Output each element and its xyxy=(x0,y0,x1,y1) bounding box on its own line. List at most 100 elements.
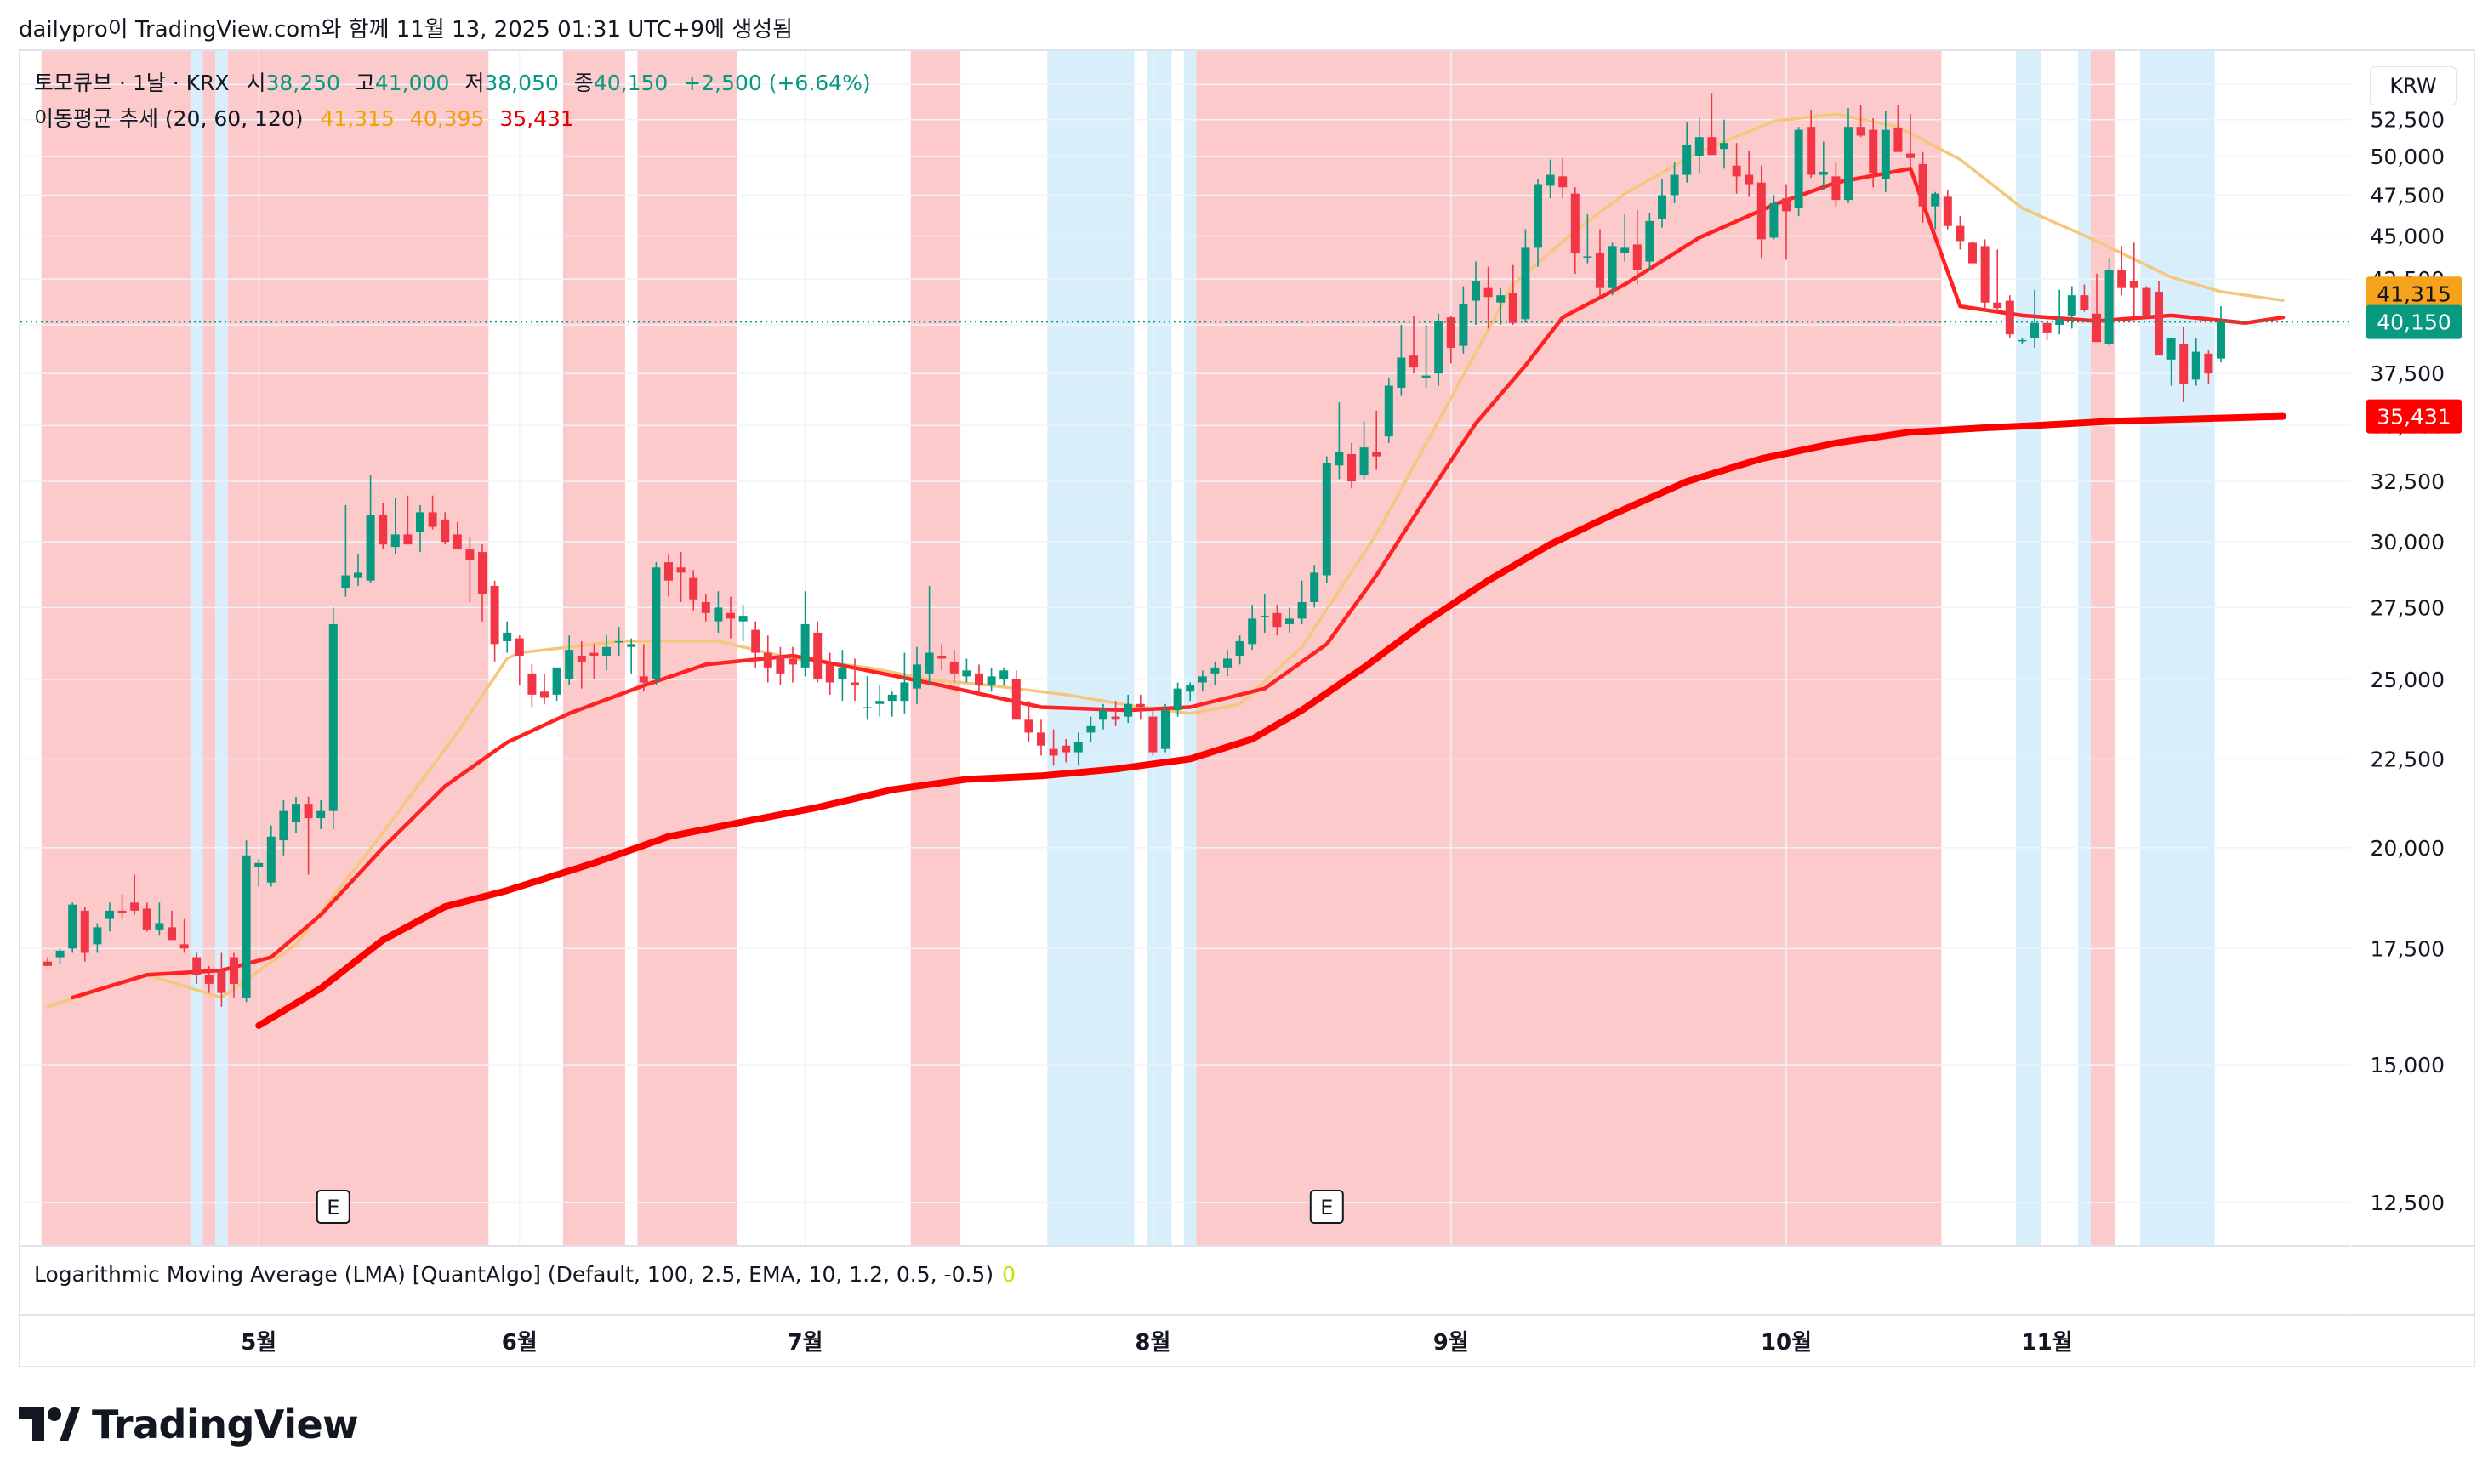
header-caption: dailypro이 TradingView.com와 함께 11월 13, 20… xyxy=(19,17,794,43)
x-tick-label: 8월 xyxy=(1135,1330,1170,1356)
y-tick-label: 12,500 xyxy=(2371,1191,2445,1215)
y-tick-label: 32,500 xyxy=(2371,469,2445,494)
candle-body xyxy=(2217,321,2225,359)
symbol-title[interactable]: 토모큐브 · 1날 · KRX xyxy=(34,71,230,95)
y-tick-label: 37,500 xyxy=(2371,361,2445,386)
candle-body xyxy=(105,910,114,919)
candle-body xyxy=(763,652,772,668)
candle-body xyxy=(2018,339,2027,342)
y-tick-label: 15,000 xyxy=(2371,1053,2445,1077)
candle-body xyxy=(428,512,437,527)
candle-body xyxy=(2142,287,2151,318)
bg-band-blue xyxy=(1047,51,1135,1246)
candle-body xyxy=(2092,313,2101,343)
candle-body xyxy=(1173,688,1182,711)
candle-body xyxy=(1235,640,1244,656)
candle-body xyxy=(602,646,611,656)
ma20-price-tag-bg xyxy=(2366,276,2462,311)
candle-body xyxy=(1111,716,1120,720)
candle-body xyxy=(453,534,462,550)
candle-body xyxy=(1086,725,1096,733)
candle-body xyxy=(1558,176,1568,188)
currency-button[interactable]: KRW xyxy=(2370,66,2457,105)
candle-body xyxy=(1248,618,1257,645)
candle-body xyxy=(1968,242,1977,264)
candle-body xyxy=(1384,385,1393,437)
candle-body xyxy=(242,855,251,998)
candle-body xyxy=(664,562,673,581)
tradingview-logo[interactable]: TradingView xyxy=(19,1399,359,1450)
candle-body xyxy=(328,623,338,811)
candle-body xyxy=(80,910,89,953)
candle-body xyxy=(254,862,264,867)
bg-band-red xyxy=(227,51,489,1246)
price-chart[interactable]: E E 12,500 15,000 17,500 20,000 22,500 25,000 27… xyxy=(20,51,2474,1366)
candle-body xyxy=(1472,281,1480,301)
candle-body xyxy=(379,515,388,545)
candle-body xyxy=(179,944,189,949)
ma-legend-label[interactable]: 이동평균 추세 (20, 60, 120) xyxy=(34,106,304,131)
candle-body xyxy=(1223,658,1232,668)
candle-body xyxy=(614,640,623,643)
candle-body xyxy=(2166,338,2176,360)
candle-body xyxy=(465,549,475,560)
candle-body xyxy=(1769,202,1779,238)
candle-body xyxy=(341,575,350,589)
candle-body xyxy=(1943,196,1952,226)
candle-body xyxy=(589,652,599,656)
candle-body xyxy=(441,519,450,543)
candle-body xyxy=(168,927,176,941)
last-price-tag-bg xyxy=(2366,304,2462,339)
candle-body xyxy=(1260,616,1269,617)
low-value: 38,050 xyxy=(484,71,559,95)
bg-band-blue xyxy=(2016,51,2041,1246)
candle-body xyxy=(726,612,735,619)
candle-body xyxy=(937,655,947,659)
x-tick-label: 9월 xyxy=(1433,1330,1469,1356)
y-tick-label: 30,000 xyxy=(2371,530,2445,554)
candle-body xyxy=(1335,452,1344,466)
y-tick-label: 20,000 xyxy=(2371,836,2445,861)
candle-body xyxy=(1831,176,1841,201)
candle-body xyxy=(1322,463,1331,576)
candle-body xyxy=(565,650,574,679)
ma20-price-tag: 41,315 xyxy=(2377,281,2451,306)
candle-body xyxy=(1682,144,1692,175)
candle-body xyxy=(1534,184,1542,248)
candle-body xyxy=(1856,127,1865,136)
candle-body xyxy=(1446,317,1455,348)
candle-body xyxy=(1980,246,1990,303)
candle-body xyxy=(1459,304,1468,346)
candle-body xyxy=(2067,295,2076,316)
close-label: 종 xyxy=(573,71,594,95)
candle-body xyxy=(1409,355,1418,368)
candle-body xyxy=(813,632,823,679)
candle-body xyxy=(1372,452,1381,457)
candle-body xyxy=(1658,195,1666,219)
candle-body xyxy=(1434,321,1443,374)
candle-body xyxy=(1645,220,1654,262)
y-tick-label: 25,000 xyxy=(2371,668,2445,692)
candle-body xyxy=(390,534,400,548)
candle-body xyxy=(639,676,648,683)
candle-body xyxy=(776,655,785,674)
candle-body xyxy=(2129,281,2138,288)
candle-body xyxy=(1893,128,1903,152)
candle-body xyxy=(230,957,238,984)
candle-body xyxy=(2155,291,2163,356)
ma120-price-tag-bg xyxy=(2366,399,2462,434)
candle-body xyxy=(1620,247,1630,253)
candle-body xyxy=(1918,163,1927,207)
indicator-label[interactable]: Logarithmic Moving Average (LMA) [QuantA… xyxy=(34,1262,994,1287)
candle-body xyxy=(527,673,537,695)
symbol-legend: 토모큐브 · 1날 · KRX 시38,250 고41,000 저38,050 … xyxy=(34,66,871,97)
candle-body xyxy=(1198,676,1207,683)
candle-body xyxy=(714,607,723,622)
y-tick-label: 50,000 xyxy=(2371,145,2445,169)
candle-body xyxy=(354,572,362,578)
bg-band-red xyxy=(910,51,961,1246)
candle-body xyxy=(1397,357,1406,388)
ma60-value: 40,395 xyxy=(409,106,485,131)
candle-body xyxy=(1546,174,1555,186)
candle-body xyxy=(962,670,971,677)
